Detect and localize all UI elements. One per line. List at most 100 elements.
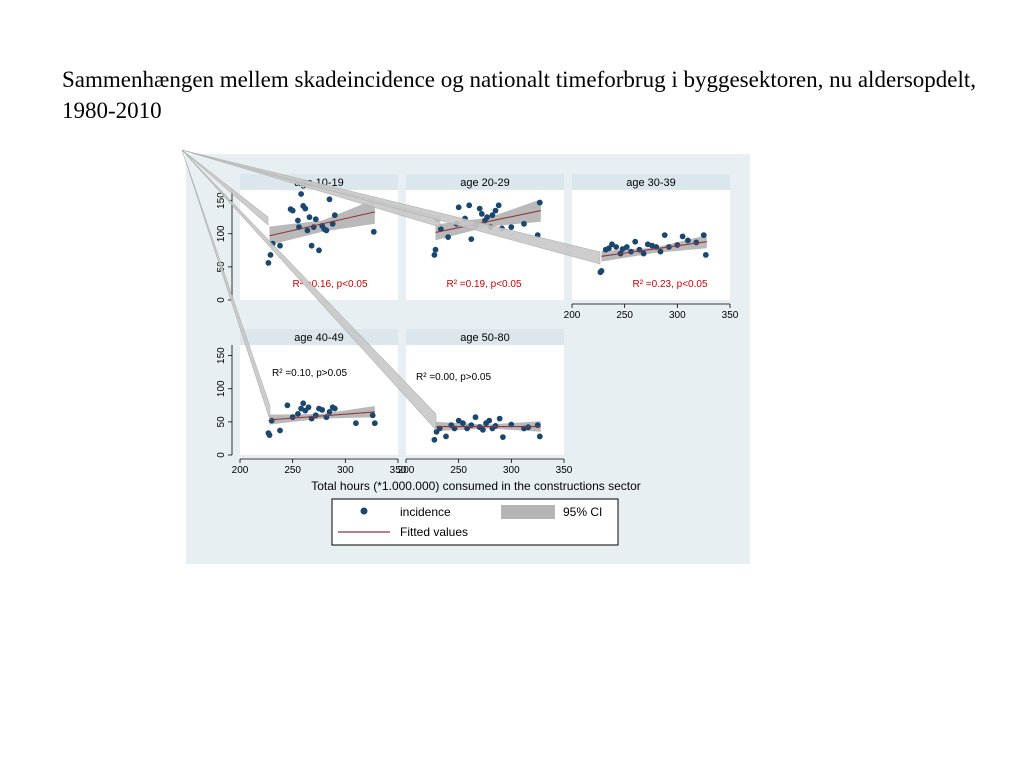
data-point — [486, 417, 493, 424]
ci-band — [269, 199, 375, 245]
data-point — [302, 205, 309, 212]
data-point — [657, 248, 664, 255]
data-point — [265, 260, 272, 266]
data-point — [492, 423, 499, 429]
y-tick-label: 100 — [216, 225, 227, 242]
fitted-line — [601, 241, 707, 257]
data-point — [478, 211, 485, 217]
data-point — [298, 191, 304, 197]
callout-connector — [181, 149, 437, 431]
data-point — [289, 207, 296, 214]
data-point — [598, 268, 605, 274]
x-tick-label: 300 — [669, 310, 686, 321]
fitted-line — [269, 211, 375, 237]
data-point — [316, 247, 322, 254]
r2-annotation: R² =0.10, p>0.05 — [272, 368, 347, 379]
data-point — [472, 414, 479, 421]
data-point — [489, 212, 496, 219]
data-point — [329, 220, 336, 227]
data-point — [480, 426, 486, 433]
panel-age-40-49: age 40-49 R² =0.10, p>0.05 0 50 100 150 200 250… — [216, 329, 407, 476]
panel-title: age 30-39 — [626, 177, 676, 189]
data-point — [508, 421, 515, 428]
data-point — [319, 407, 326, 413]
panel-age-20-29: age 20-29 R² =0.19, p<0.05 — [406, 174, 564, 300]
legend-incidence-marker — [360, 507, 368, 515]
data-point — [312, 412, 319, 419]
panel-header — [406, 174, 564, 190]
x-tick-label: 300 — [337, 465, 354, 476]
data-point — [525, 424, 532, 431]
data-point — [534, 422, 541, 429]
callout-connectors — [181, 149, 601, 431]
panel-header — [572, 174, 730, 190]
data-point — [331, 405, 338, 412]
data-point — [331, 212, 338, 219]
data-point — [661, 232, 668, 239]
data-point — [300, 400, 307, 407]
r2-annotation: R² =0.16, p<0.05 — [292, 279, 367, 290]
legend-ci-label: 95% CI — [563, 505, 602, 519]
data-point — [628, 248, 634, 255]
fitted-line — [435, 210, 541, 233]
data-point — [295, 217, 301, 224]
data-point — [353, 420, 359, 427]
x-tick-label: 200 — [232, 465, 249, 476]
data-point — [326, 196, 333, 203]
data-point — [536, 199, 543, 206]
data-point — [613, 244, 620, 250]
y-tick-label: 100 — [216, 380, 227, 397]
panel-header — [406, 329, 564, 345]
data-point — [508, 224, 515, 231]
y-tick-label: 0 — [216, 452, 227, 458]
panel-title: age 20-29 — [460, 177, 510, 189]
y-tick-label: 150 — [216, 192, 227, 209]
data-point — [323, 227, 330, 234]
data-point — [308, 242, 315, 249]
data-point — [445, 234, 451, 241]
x-tick-label: 350 — [722, 310, 739, 321]
data-point — [267, 252, 274, 258]
data-point — [495, 202, 502, 209]
slide-title: Sammenhængen mellem skadeincidence og na… — [62, 67, 977, 123]
data-point — [468, 236, 475, 243]
panel-age-50-80: age 50-80 R² =0.00, p>0.05 200 250 300 350 — [398, 329, 573, 476]
x-tick-label: 350 — [390, 465, 407, 476]
data-point — [443, 433, 449, 440]
data-point — [289, 414, 296, 421]
y-tick-label: 50 — [216, 416, 227, 428]
data-point — [492, 207, 499, 214]
callout-connector — [181, 149, 269, 226]
callout-connector — [181, 149, 271, 421]
fitted-line — [269, 411, 375, 421]
panel-age-30-39: age 30-39 R² =0.23, p<0.05 200 250 300 350 — [564, 174, 739, 321]
data-point — [536, 433, 543, 440]
x-axis-label: Total hours (*1.000.000) consumed in the… — [311, 479, 641, 493]
legend: incidence 95% CI Fitted values — [331, 498, 619, 546]
data-point — [685, 237, 691, 244]
r2-annotation: R² =0.00, p>0.05 — [416, 372, 491, 383]
data-point — [500, 434, 506, 440]
data-point — [455, 204, 462, 211]
data-point — [432, 246, 439, 253]
data-point — [632, 238, 639, 245]
data-point — [369, 412, 376, 419]
r2-annotation: R² =0.19, p<0.05 — [446, 279, 521, 290]
data-point — [460, 420, 466, 427]
callout-connector — [181, 149, 601, 265]
y-tick-label: 150 — [216, 347, 227, 364]
data-point — [484, 214, 490, 221]
data-point — [496, 415, 503, 422]
x-tick-label: 350 — [556, 465, 573, 476]
x-tick-label: 200 — [398, 465, 415, 476]
data-point — [679, 233, 686, 240]
data-point — [370, 228, 377, 235]
data-point — [609, 241, 615, 248]
data-point — [521, 220, 527, 227]
data-point — [431, 252, 438, 258]
x-tick-label: 250 — [284, 465, 301, 476]
legend-incidence-label: incidence — [400, 505, 451, 519]
